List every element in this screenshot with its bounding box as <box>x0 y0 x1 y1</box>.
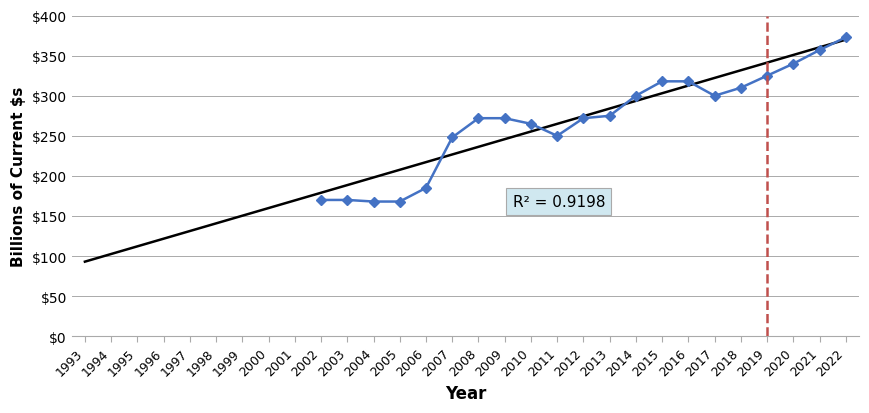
X-axis label: Year: Year <box>444 384 486 402</box>
Y-axis label: Billions of Current $s: Billions of Current $s <box>11 86 26 266</box>
Text: R² = 0.9198: R² = 0.9198 <box>512 195 604 209</box>
